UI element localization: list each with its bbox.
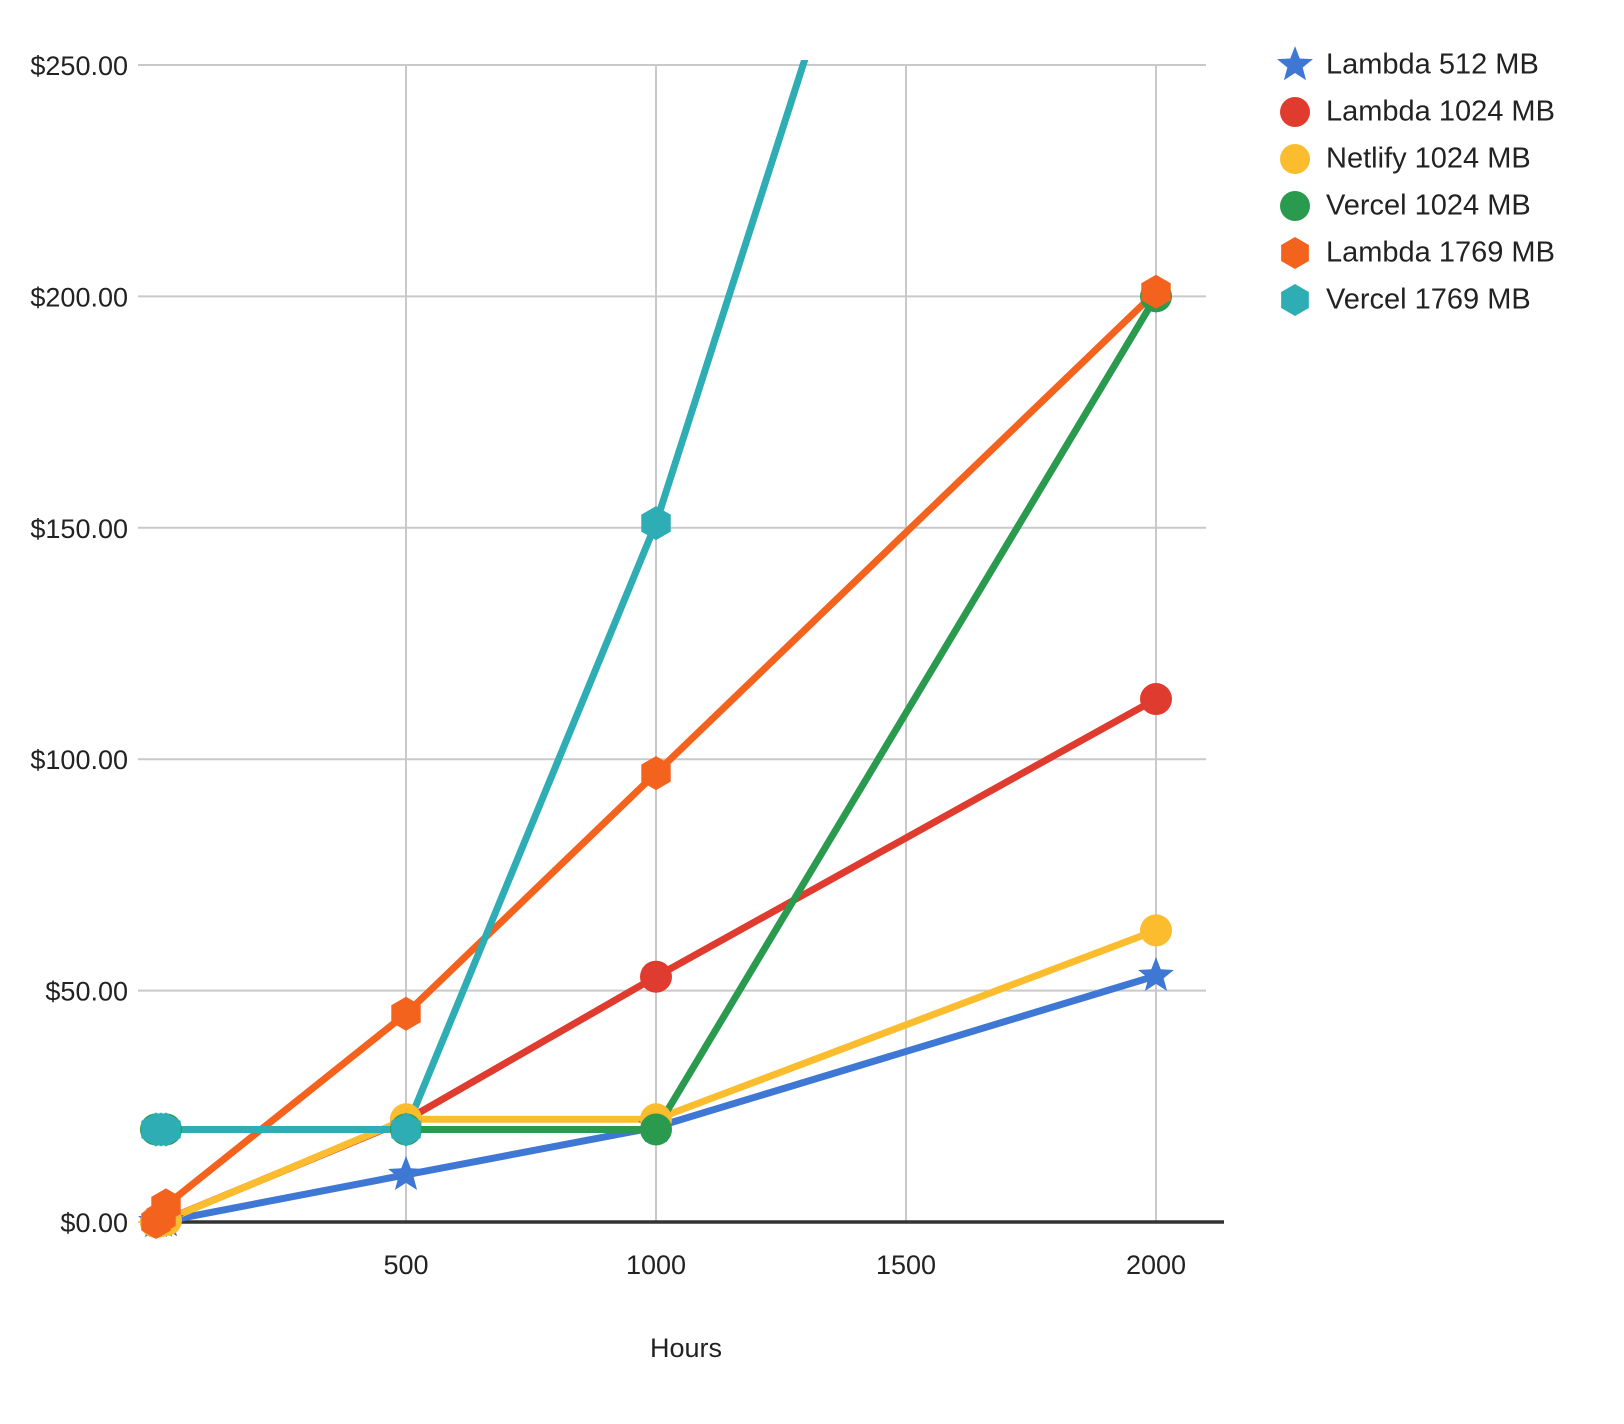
y-axis-tick-labels: $0.00 $50.00 $100.00 $150.00 $200.00 $250.00 bbox=[30, 51, 128, 1238]
legend-marker-hexagon-icon bbox=[1281, 237, 1309, 269]
x-tick-label: 2000 bbox=[1126, 1250, 1186, 1280]
data-point-4-5 bbox=[1141, 274, 1171, 309]
x-tick-label: 1000 bbox=[626, 1250, 686, 1280]
series-line-5 bbox=[152, 60, 809, 1133]
legend-label: Vercel 1769 MB bbox=[1326, 284, 1531, 316]
legend-item-0[interactable]: Lambda 512 MB bbox=[1277, 46, 1539, 81]
data-point-0-5 bbox=[1138, 956, 1174, 992]
legend-marker-circle-icon bbox=[1280, 144, 1310, 174]
legend-item-4[interactable]: Lambda 1769 MB bbox=[1281, 237, 1555, 269]
x-tick-label: 1500 bbox=[876, 1250, 936, 1280]
x-axis-title-label: Hours bbox=[650, 1333, 722, 1363]
legend-marker-circle-icon bbox=[1280, 97, 1310, 127]
legend-item-3[interactable]: Vercel 1024 MB bbox=[1280, 190, 1531, 222]
x-axis-tick-labels: 500 1000 1500 2000 bbox=[383, 1250, 1186, 1280]
legend-label: Lambda 512 MB bbox=[1326, 49, 1539, 81]
legend-item-2[interactable]: Netlify 1024 MB bbox=[1280, 143, 1531, 175]
legend-label: Vercel 1024 MB bbox=[1326, 190, 1531, 222]
legend-marker-hexagon-icon bbox=[1281, 284, 1309, 316]
x-axis-title: Hours bbox=[650, 1333, 722, 1363]
data-point-5-4 bbox=[641, 506, 671, 541]
data-point-5-3 bbox=[391, 1112, 421, 1147]
gridlines bbox=[156, 64, 1206, 1222]
x-tick-label: 500 bbox=[383, 1250, 428, 1280]
legend-item-5[interactable]: Vercel 1769 MB bbox=[1281, 284, 1531, 316]
data-point-2-5 bbox=[1140, 914, 1172, 947]
chart-legend: Lambda 512 MB Lambda 1024 MB Netlify 1024 … bbox=[1277, 46, 1555, 316]
data-point-3-4 bbox=[640, 1113, 672, 1146]
data-point-4-3 bbox=[391, 996, 421, 1031]
legend-label: Lambda 1769 MB bbox=[1326, 237, 1555, 269]
y-tick-label: $200.00 bbox=[30, 282, 128, 312]
y-tick-label: $50.00 bbox=[45, 977, 128, 1007]
legend-label: Netlify 1024 MB bbox=[1326, 143, 1531, 175]
data-point-5-2 bbox=[151, 1112, 181, 1147]
y-tick-label: $100.00 bbox=[30, 745, 128, 775]
y-tick-label: $0.00 bbox=[60, 1208, 128, 1238]
data-point-1-4 bbox=[640, 960, 672, 993]
y-tick-label: $150.00 bbox=[30, 514, 128, 544]
legend-item-1[interactable]: Lambda 1024 MB bbox=[1280, 96, 1555, 128]
legend-marker-circle-icon bbox=[1280, 191, 1310, 221]
data-point-4-4 bbox=[641, 756, 671, 791]
data-point-0-3 bbox=[388, 1155, 424, 1191]
axis-lines bbox=[138, 64, 1224, 1224]
data-markers bbox=[138, 274, 1174, 1239]
legend-label: Lambda 1024 MB bbox=[1326, 96, 1555, 128]
data-point-4-2 bbox=[151, 1188, 181, 1223]
data-point-1-5 bbox=[1140, 683, 1172, 716]
y-tick-label: $250.00 bbox=[30, 51, 128, 81]
legend-marker-star-icon bbox=[1277, 46, 1313, 81]
